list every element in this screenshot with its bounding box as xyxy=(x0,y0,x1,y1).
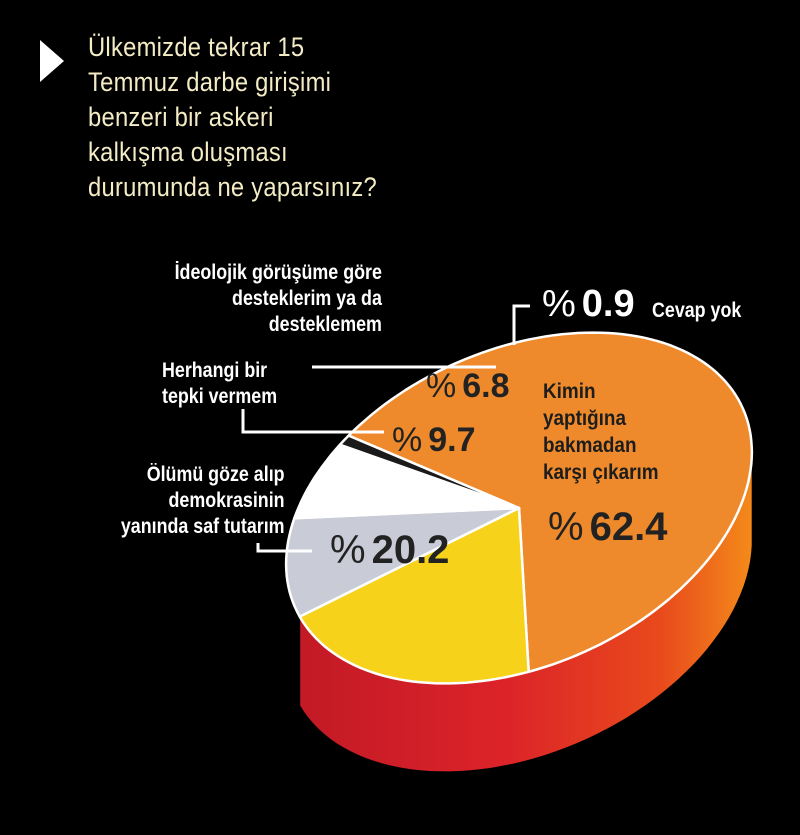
title-arrow-icon xyxy=(40,40,64,82)
leader-line-olumu xyxy=(256,543,312,553)
title-line: benzeri bir askeri xyxy=(88,102,274,132)
title-line: Ülkemizde tekrar 15 xyxy=(88,32,305,62)
chart-title: Ülkemizde tekrar 15 Temmuz darbe girişim… xyxy=(88,30,387,205)
label-cevap-yok: Cevap yok xyxy=(652,299,742,322)
value-label-herhangi: % 9.7 xyxy=(392,421,476,459)
label-kimin: Kimin yaptığına bakmadan karşı çıkarım xyxy=(543,380,659,484)
leader-line-cevap xyxy=(512,304,530,345)
leader-line-herhangi xyxy=(241,409,384,434)
pie-slice-kimin xyxy=(347,331,754,674)
title-line: Temmuz darbe girişimi xyxy=(88,67,332,97)
value-label-kimin: % 62.4 xyxy=(548,505,668,549)
label-olumu: Ölümü göze alıp demokrasinin yanında saf… xyxy=(121,463,285,538)
pie-slice-cevap-yok xyxy=(338,434,521,510)
title-line: durumunda ne yaparsınız? xyxy=(88,172,377,202)
label-herhangi: Herhangi bir tepki vermem xyxy=(162,359,278,408)
value-label-cevap-yok: % 0.9 xyxy=(542,283,635,325)
pie-slice-olumu xyxy=(298,506,530,685)
value-label-ideolojik: % 6.8 xyxy=(426,367,510,405)
title-line: kalkışma oluşması xyxy=(88,137,288,167)
pie-side-wall xyxy=(300,457,752,772)
label-ideolojik: İdeolojik görüşüme göre desteklerim ya d… xyxy=(174,261,382,336)
pie-slice-herhangi xyxy=(284,506,521,618)
value-label-olumu: % 20.2 xyxy=(330,528,450,572)
pie-slice-ideolojik xyxy=(293,443,521,520)
